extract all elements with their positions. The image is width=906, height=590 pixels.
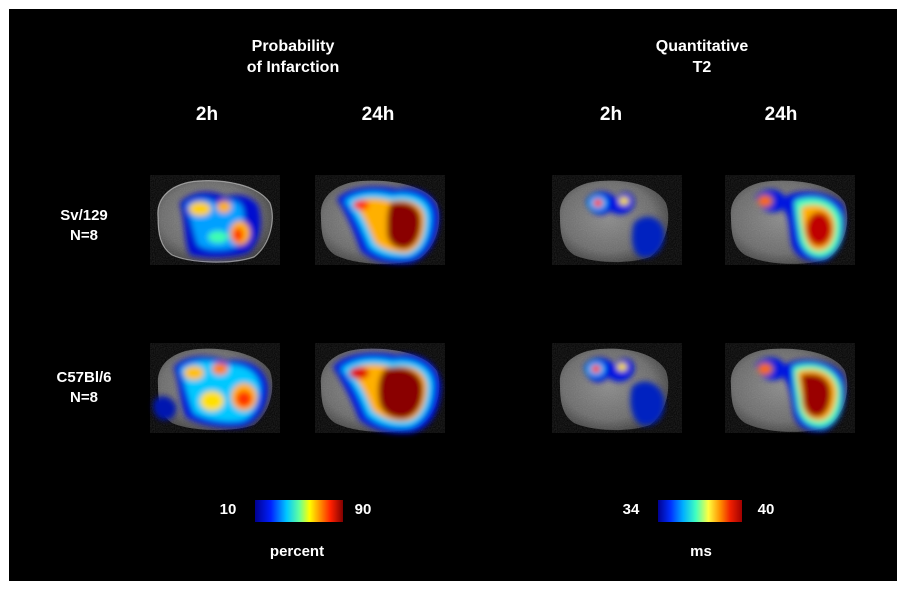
time-label: 2h [195, 104, 219, 125]
time-label: 24h [361, 104, 395, 125]
colorbar-max-label: 40 [757, 501, 775, 518]
sample-size-label: N=8 [70, 227, 98, 244]
brain-slice-sv129-infarction-24h [315, 175, 445, 265]
colorbar-min-label: 10 [219, 501, 237, 518]
brain-slice-sv129-t2-2h [552, 175, 682, 265]
brain-slice-sv129-t2-24h [725, 175, 855, 265]
group-title-line: Quantitative [655, 38, 749, 55]
strain-label: Sv/129 [60, 207, 108, 224]
group-title-line: Probability [251, 38, 335, 55]
brain-slice-c57bl6-t2-24h [725, 343, 855, 433]
row-label-sv129: Sv/129 N=8 [39, 206, 129, 246]
brain-slice-c57bl6-t2-2h [552, 343, 682, 433]
group-title-infarction: Probability of Infarction [183, 36, 403, 78]
colorbar-percent [255, 500, 343, 522]
group-title-line: of Infarction [246, 59, 340, 76]
colorbar-min-label: 34 [622, 501, 640, 518]
colorbar-unit-label: ms [690, 543, 712, 560]
brain-slice-c57bl6-infarction-24h [315, 343, 445, 434]
row-label-c57bl6: C57Bl/6 N=8 [39, 368, 129, 408]
brain-slice-c57bl6-infarction-2h [150, 343, 280, 433]
time-label: 24h [764, 104, 798, 125]
group-title-t2: Quantitative T2 [592, 36, 812, 78]
sample-size-label: N=8 [70, 389, 98, 406]
group-title-line: T2 [692, 59, 712, 76]
colorbar-t2 [658, 500, 742, 522]
time-label: 2h [599, 104, 623, 125]
colorbar-unit-label: percent [269, 543, 325, 560]
brain-slice-sv129-infarction-2h [150, 175, 280, 265]
colorbar-max-label: 90 [354, 501, 372, 518]
strain-label: C57Bl/6 [56, 369, 112, 386]
figure-panel [9, 9, 897, 581]
